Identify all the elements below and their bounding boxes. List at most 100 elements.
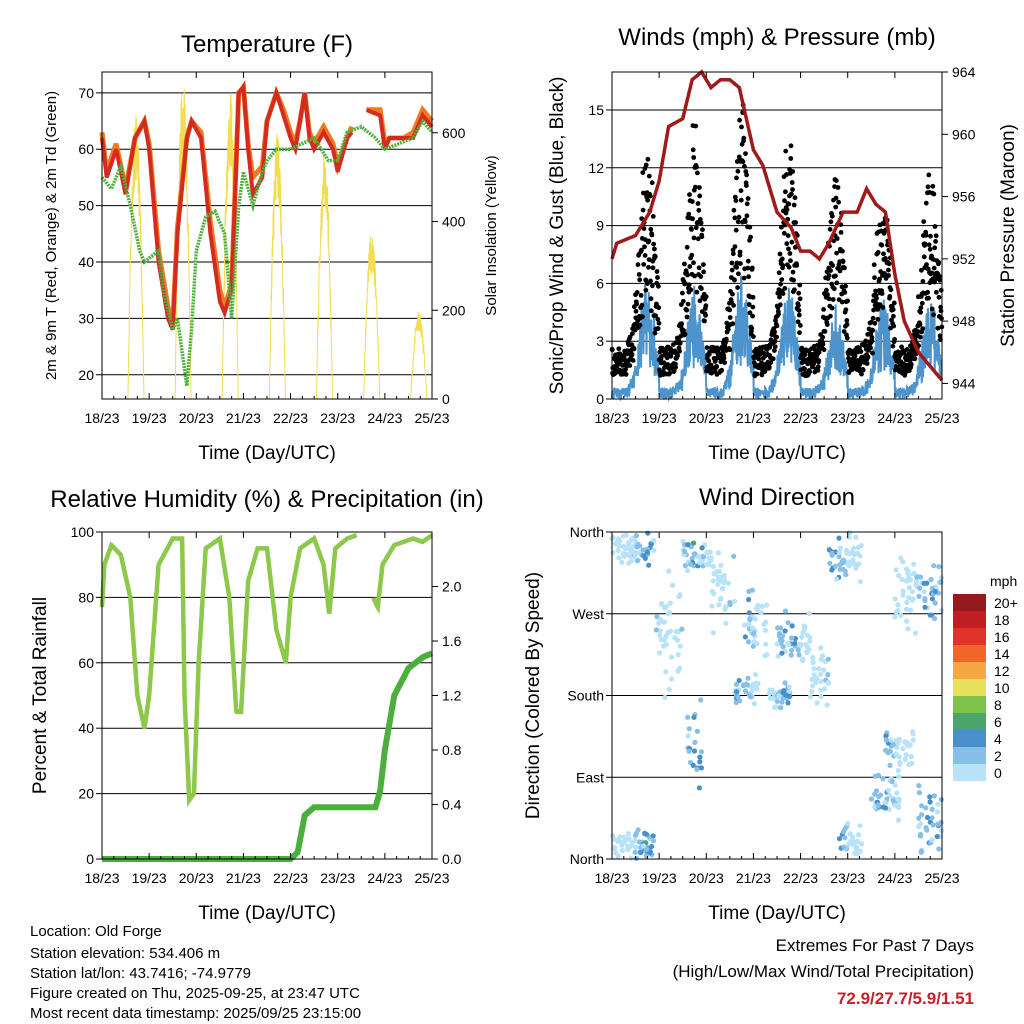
gust-point xyxy=(904,347,910,352)
direction-point xyxy=(658,601,665,607)
gust-point xyxy=(691,235,697,241)
direction-point xyxy=(657,628,663,634)
direction-point xyxy=(694,766,700,773)
axes: 20 30 40 50 60 70 0 200 400 600 18/23 19/23 20/23 21/… xyxy=(43,31,500,464)
legend-label: 14 xyxy=(994,646,1010,662)
direction-point xyxy=(786,641,792,648)
gust-point xyxy=(643,277,649,283)
direction-point xyxy=(795,647,801,653)
direction-point xyxy=(923,805,929,811)
gust-point xyxy=(646,238,652,244)
gust-point xyxy=(638,293,644,298)
gust-point xyxy=(833,273,838,279)
direction-point xyxy=(759,603,765,610)
gust-point xyxy=(843,283,848,289)
direction-point xyxy=(722,606,728,613)
direction-point xyxy=(792,640,798,647)
direction-point xyxy=(837,561,843,568)
direction-point xyxy=(914,574,920,580)
gust-point xyxy=(656,305,662,311)
direction-point xyxy=(910,596,916,602)
direction-point xyxy=(816,666,822,672)
gust-point xyxy=(875,316,881,322)
y-tick-label: 20 xyxy=(78,786,94,802)
direction-point xyxy=(645,549,651,555)
direction-point xyxy=(661,619,668,625)
gust-point xyxy=(786,264,792,270)
winds-pressure-panel: 0 3 6 9 12 15 944 948 952 956 960 964 18/23 19/23 20/2… xyxy=(547,24,1019,464)
direction-point xyxy=(908,753,914,760)
gust-point xyxy=(636,272,642,277)
gust-point xyxy=(640,314,645,320)
direction-point xyxy=(833,576,840,582)
gust-point xyxy=(774,323,780,329)
gust-point xyxy=(686,211,692,217)
direction-point xyxy=(927,612,933,618)
gust-point xyxy=(648,226,654,232)
plot-border xyxy=(611,531,943,860)
direction-point xyxy=(648,541,654,548)
gust-point xyxy=(840,259,846,265)
direction-point xyxy=(827,560,833,566)
direction-point xyxy=(762,627,769,633)
gust-point xyxy=(721,355,727,361)
gust-point xyxy=(923,232,929,238)
axes: 0 3 6 9 12 15 944 948 952 956 960 964 18/23 19/23 20/2… xyxy=(547,24,1019,464)
direction-point xyxy=(633,844,639,851)
gust-point xyxy=(652,330,658,336)
gust-point xyxy=(931,191,937,197)
gust-point xyxy=(816,358,822,363)
direction-point xyxy=(638,849,644,855)
y-axis-label: Direction (Colored By Speed) xyxy=(523,572,544,819)
gust-point xyxy=(637,277,643,283)
direction-point xyxy=(663,633,669,640)
direction-point xyxy=(743,688,749,695)
gust-point xyxy=(821,307,826,312)
gust-point xyxy=(750,304,756,310)
gust-point xyxy=(772,348,777,353)
direction-point xyxy=(653,627,659,633)
direction-point xyxy=(615,548,621,554)
direction-point xyxy=(634,550,640,556)
gust-point xyxy=(918,305,924,311)
gust-point xyxy=(677,340,683,346)
gust-point xyxy=(932,279,937,285)
legend-label: 4 xyxy=(994,731,1002,747)
gust-point xyxy=(928,233,933,239)
gust-point xyxy=(634,290,640,295)
y-tick-label: 40 xyxy=(78,254,94,270)
gust-point xyxy=(685,272,690,278)
direction-point xyxy=(741,682,747,688)
direction-point xyxy=(907,577,914,583)
gust-point xyxy=(875,250,881,255)
direction-point xyxy=(657,616,663,623)
chart-title: Temperature (F) xyxy=(181,31,353,58)
gust-point xyxy=(926,242,932,248)
gust-point xyxy=(829,213,835,219)
direction-point xyxy=(935,801,941,807)
direction-point xyxy=(824,702,830,708)
y-right-tick-label: 956 xyxy=(952,189,976,205)
gust-point xyxy=(695,236,701,242)
y-right-tick-label: 600 xyxy=(442,125,466,141)
recent-timestamp-text: Most recent data timestamp: 2025/09/25 2… xyxy=(30,1005,361,1022)
direction-point xyxy=(803,641,809,648)
plot-border xyxy=(611,71,943,400)
direction-point xyxy=(635,557,641,564)
gust-point xyxy=(687,264,693,269)
direction-point xyxy=(775,653,781,659)
gust-point xyxy=(652,254,658,259)
gust-point xyxy=(723,336,729,342)
gust-point xyxy=(725,327,731,332)
gust-point xyxy=(858,349,864,354)
x-tick-label: 20/23 xyxy=(689,870,724,886)
gust-point xyxy=(654,269,660,274)
direction-point xyxy=(806,611,812,617)
direction-point xyxy=(809,676,815,683)
direction-point xyxy=(742,622,748,628)
gust-point xyxy=(883,256,888,261)
gust-point xyxy=(745,258,751,264)
gust-point xyxy=(691,260,696,266)
gust-point xyxy=(772,339,778,344)
direction-point xyxy=(938,796,945,803)
